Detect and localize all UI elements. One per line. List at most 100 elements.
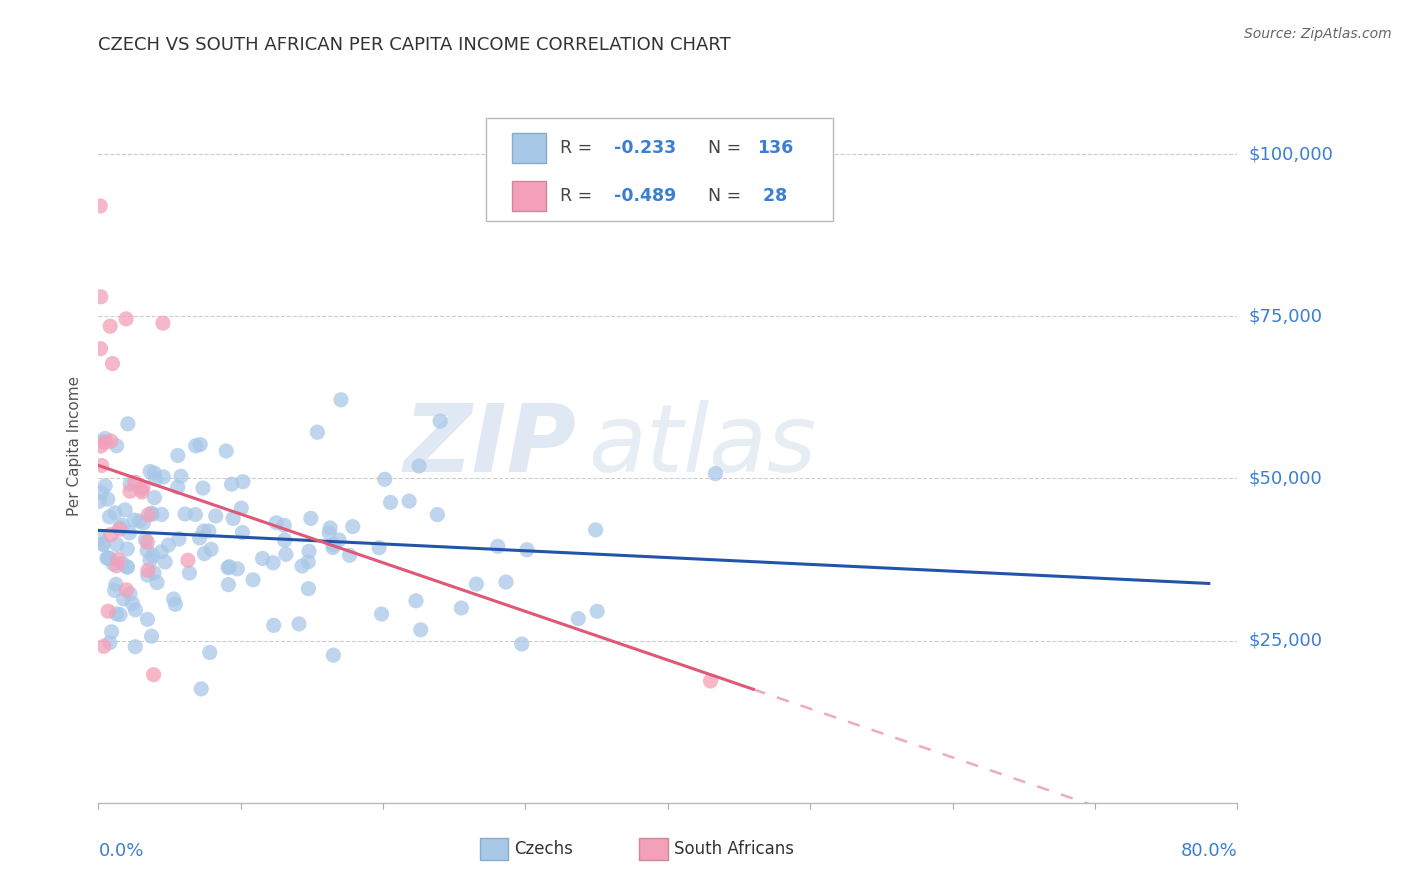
Point [704, 467, 727, 481]
Point [115, 560, 138, 574]
Text: $25,000: $25,000 [1249, 632, 1323, 649]
Point [204, 508, 226, 523]
Point [143, 491, 166, 505]
Point [263, 618, 285, 632]
Point [89, 199, 111, 213]
Point [221, 477, 243, 491]
Point [322, 538, 344, 552]
Text: R =: R = [560, 187, 598, 205]
Point [486, 540, 509, 554]
Point [90, 290, 112, 304]
Point [342, 519, 364, 533]
Point [231, 525, 253, 540]
Point [408, 458, 430, 473]
Point [90, 485, 112, 500]
Text: 0.0%: 0.0% [98, 842, 143, 860]
Point [93, 537, 115, 551]
Text: Source: ZipAtlas.com: Source: ZipAtlas.com [1244, 27, 1392, 41]
Point [152, 470, 174, 484]
Bar [479, 838, 509, 860]
Point [370, 607, 392, 621]
Point [380, 495, 402, 509]
Point [299, 511, 322, 525]
Point [197, 524, 219, 538]
Text: $75,000: $75,000 [1249, 307, 1323, 326]
Point [142, 549, 165, 563]
Point [111, 557, 134, 571]
Point [89, 342, 111, 356]
Point [139, 553, 162, 567]
Point [145, 472, 167, 486]
Text: ZIP: ZIP [404, 400, 576, 492]
Point [142, 667, 165, 681]
Point [134, 533, 156, 547]
Bar [512, 181, 546, 211]
Point [217, 577, 239, 591]
Point [91, 537, 114, 551]
Text: atlas: atlas [588, 401, 817, 491]
Point [297, 582, 319, 596]
Point [322, 541, 344, 555]
Point [117, 541, 139, 556]
Point [193, 547, 215, 561]
Text: N =: N = [707, 187, 747, 205]
Point [143, 566, 166, 580]
Point [166, 449, 188, 463]
Text: $50,000: $50,000 [1249, 469, 1322, 487]
Point [405, 594, 427, 608]
Point [319, 521, 342, 535]
Point [184, 439, 207, 453]
Point [104, 577, 127, 591]
Point [339, 549, 361, 563]
Point [218, 559, 240, 574]
Point [129, 483, 152, 497]
Point [107, 552, 129, 566]
Point [291, 559, 314, 574]
Point [516, 542, 538, 557]
Point [97, 604, 120, 618]
Point [93, 640, 115, 654]
Point [262, 556, 284, 570]
Point [91, 434, 114, 449]
Point [322, 648, 344, 663]
Point [374, 472, 396, 486]
Point [298, 544, 321, 558]
Point [132, 481, 155, 495]
Point [217, 560, 239, 574]
Point [274, 547, 297, 561]
Point [132, 516, 155, 530]
Point [188, 437, 211, 451]
Point [136, 543, 159, 558]
Point [104, 506, 127, 520]
Text: -0.233: -0.233 [614, 139, 676, 157]
Point [115, 582, 138, 597]
Point [146, 575, 169, 590]
Point [124, 603, 146, 617]
Point [307, 425, 329, 440]
Point [97, 492, 120, 507]
Point [174, 507, 197, 521]
Point [699, 673, 721, 688]
Point [121, 597, 143, 611]
Text: 80.0%: 80.0% [1181, 842, 1237, 860]
Text: 28: 28 [756, 187, 787, 205]
Point [98, 319, 121, 334]
Point [108, 607, 131, 622]
Point [409, 623, 432, 637]
Point [139, 465, 162, 479]
Point [426, 508, 449, 522]
Point [567, 611, 589, 625]
Point [450, 601, 472, 615]
Point [108, 520, 131, 534]
Point [105, 607, 128, 621]
Point [100, 624, 122, 639]
Point [98, 635, 121, 649]
Point [150, 545, 173, 559]
Point [184, 508, 207, 522]
Point [117, 417, 139, 431]
Point [89, 494, 111, 508]
Text: CZECH VS SOUTH AFRICAN PER CAPITA INCOME CORRELATION CHART: CZECH VS SOUTH AFRICAN PER CAPITA INCOME… [98, 36, 731, 54]
Text: South Africans: South Africans [673, 840, 793, 858]
Point [170, 469, 193, 483]
Point [273, 518, 295, 533]
